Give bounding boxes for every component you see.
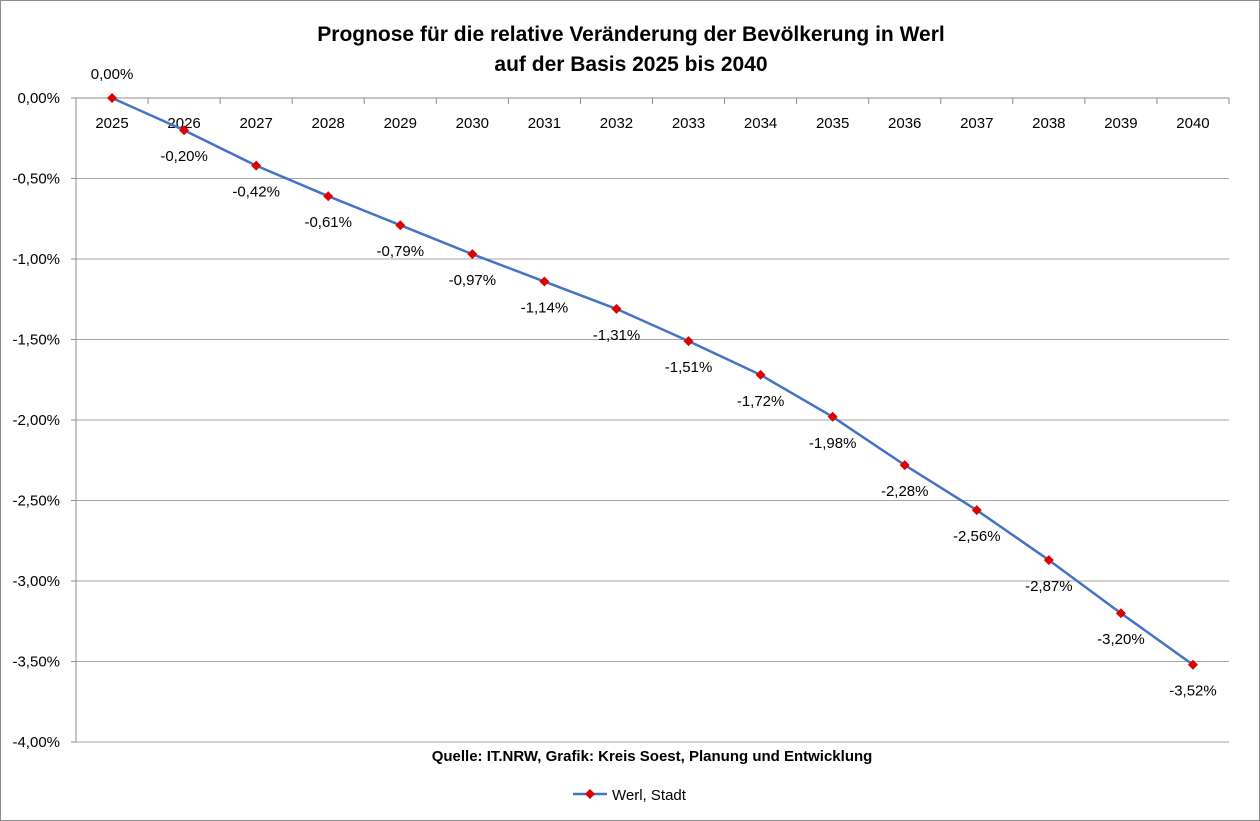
legend-marker — [585, 789, 595, 799]
data-point — [683, 336, 694, 347]
ytick-label: -2,00% — [12, 412, 60, 429]
series-werl-stadt — [107, 93, 1198, 670]
data-point — [395, 220, 406, 231]
chart-title: Prognose für die relative Veränderung de… — [317, 23, 944, 46]
data-label: -3,52% — [1169, 683, 1217, 700]
xtick-label: 2039 — [1104, 115, 1137, 132]
data-label: -3,20% — [1097, 631, 1145, 648]
xtick-label: 2028 — [312, 115, 345, 132]
data-label: -1,14% — [521, 300, 569, 317]
ytick-label: -4,00% — [12, 734, 60, 751]
xtick-label: 2036 — [888, 115, 921, 132]
xtick-label: 2034 — [744, 115, 777, 132]
legend-label: Werl, Stadt — [612, 787, 687, 804]
ytick-label: -1,50% — [12, 332, 60, 349]
xtick-label: 2035 — [816, 115, 849, 132]
series-line — [111, 96, 1194, 666]
data-label: -1,72% — [737, 393, 785, 410]
data-point — [827, 411, 838, 422]
axes: 0,00% -0,50% -1,00% -1,50% -2,00% -2,50% -3,00… — [12, 90, 1230, 751]
chart-subtitle: auf der Basis 2025 bis 2040 — [494, 53, 767, 76]
legend: Werl, Stadt — [573, 787, 687, 804]
gridlines — [76, 178, 1229, 743]
ytick-label: -0,50% — [12, 171, 60, 188]
data-label: -2,87% — [1025, 578, 1073, 595]
data-label: -0,42% — [232, 184, 280, 201]
xtick-label: 2031 — [528, 115, 561, 132]
ytick-label: -3,00% — [12, 573, 60, 590]
data-label: -0,20% — [160, 148, 208, 165]
ytick-label: -1,00% — [12, 251, 60, 268]
data-labels: 0,00% -0,20% -0,42% -0,61% -0,79% -0,97% -1,14… — [91, 66, 1217, 700]
source-note: Quelle: IT.NRW, Grafik: Kreis Soest, Pla… — [432, 748, 873, 765]
xtick-label: 2030 — [456, 115, 489, 132]
data-label: -1,98% — [809, 435, 857, 452]
xtick-label: 2032 — [600, 115, 633, 132]
ytick-label: -3,50% — [12, 654, 60, 671]
xtick-label: 2033 — [672, 115, 705, 132]
data-label: -0,79% — [377, 243, 425, 260]
ytick-label: 0,00% — [17, 90, 60, 107]
data-label: -2,28% — [881, 483, 929, 500]
data-label: -1,31% — [593, 327, 641, 344]
data-point — [323, 191, 334, 202]
xtick-label: 2025 — [95, 115, 128, 132]
xtick-label: 2027 — [239, 115, 272, 132]
data-label: -1,51% — [665, 359, 713, 376]
data-point — [899, 460, 910, 471]
data-point — [467, 249, 478, 260]
data-point — [107, 93, 118, 103]
data-point — [1187, 659, 1198, 670]
xtick-label: 2038 — [1032, 115, 1065, 132]
data-label: -0,61% — [304, 214, 352, 231]
xtick-label: 2040 — [1176, 115, 1209, 132]
xtick-label: 2037 — [960, 115, 993, 132]
data-point — [179, 125, 190, 136]
data-point — [1043, 555, 1054, 566]
data-point — [611, 303, 622, 314]
data-label: -2,56% — [953, 528, 1001, 545]
data-point — [1115, 608, 1126, 619]
data-point — [971, 505, 982, 516]
data-point — [539, 276, 550, 287]
data-point — [251, 160, 262, 171]
data-point — [755, 369, 766, 380]
data-label: 0,00% — [91, 66, 134, 83]
data-label: -0,97% — [449, 272, 497, 289]
xtick-label: 2029 — [384, 115, 417, 132]
ytick-label: -2,50% — [12, 493, 60, 510]
